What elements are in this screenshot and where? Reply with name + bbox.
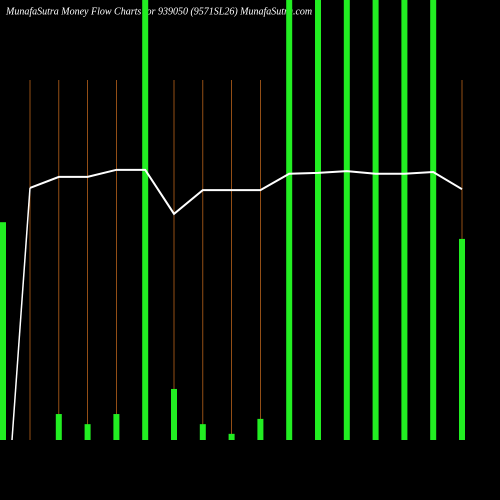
- bar: [199, 424, 206, 440]
- bar: [315, 0, 321, 440]
- bar: [0, 222, 6, 440]
- bar: [459, 238, 465, 440]
- bar: [142, 0, 149, 440]
- bar: [372, 0, 379, 440]
- bar: [401, 0, 408, 440]
- bar: [228, 433, 235, 440]
- bar: [113, 414, 120, 440]
- bar: [430, 0, 437, 440]
- bar: [55, 414, 62, 440]
- bar: [257, 418, 264, 440]
- bar: [343, 0, 350, 440]
- bar: [171, 388, 177, 440]
- bar: [84, 424, 91, 440]
- bar: [286, 0, 293, 440]
- line: [29, 168, 463, 216]
- chart-title: MunafaSutra Money Flow Charts for 939050…: [5, 6, 312, 17]
- lead-in: [11, 187, 31, 441]
